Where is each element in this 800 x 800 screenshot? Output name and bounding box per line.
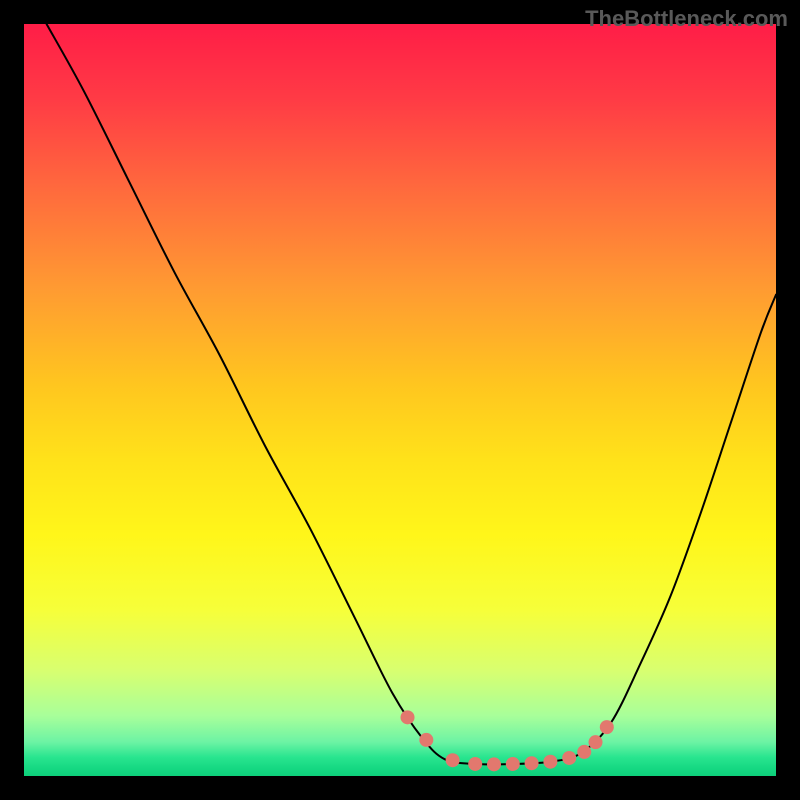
highlight-point <box>525 756 539 770</box>
highlight-point <box>562 751 576 765</box>
highlight-point <box>543 755 557 769</box>
highlight-point <box>446 753 460 767</box>
bottleneck-chart <box>0 0 800 800</box>
highlight-point <box>468 757 482 771</box>
plot-background <box>24 24 776 776</box>
watermark-text: TheBottleneck.com <box>585 6 788 32</box>
chart-container: TheBottleneck.com <box>0 0 800 800</box>
highlight-point <box>506 757 520 771</box>
highlight-point <box>589 735 603 749</box>
highlight-point <box>577 745 591 759</box>
highlight-point <box>401 710 415 724</box>
highlight-point <box>487 757 501 771</box>
highlight-point <box>419 733 433 747</box>
highlight-point <box>600 720 614 734</box>
